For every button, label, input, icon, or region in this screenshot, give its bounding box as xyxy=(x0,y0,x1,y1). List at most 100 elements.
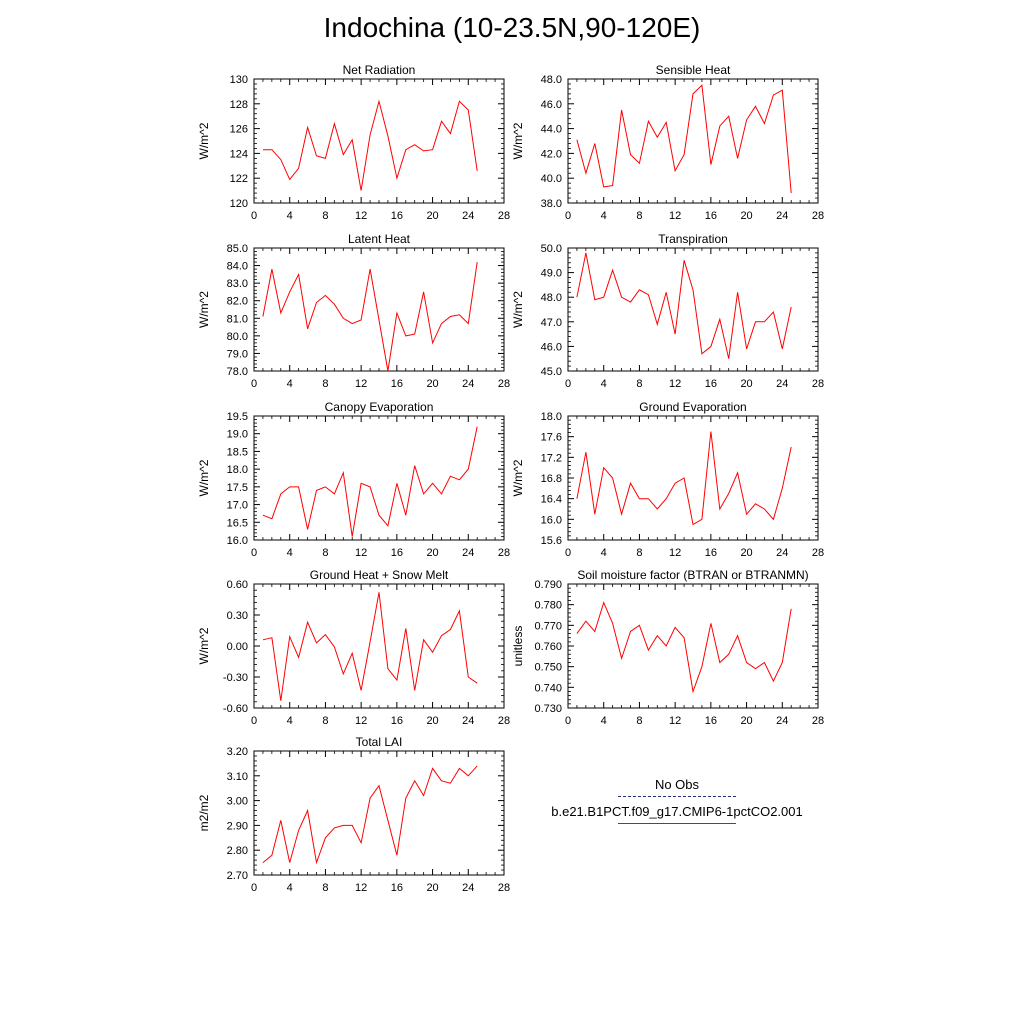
x-tick-label: 16 xyxy=(705,547,717,559)
y-tick-label: 79.0 xyxy=(227,348,248,360)
y-tick-label: 16.0 xyxy=(541,514,562,526)
y-axis-label: unitless xyxy=(511,626,525,667)
x-tick-label: 0 xyxy=(251,547,257,559)
x-tick-label: 12 xyxy=(355,210,367,222)
x-tick-label: 24 xyxy=(776,715,788,727)
panel-title: Transpiration xyxy=(658,232,728,246)
x-tick-label: 20 xyxy=(426,378,438,390)
y-tick-label: 19.5 xyxy=(227,411,248,423)
x-tick-label: 12 xyxy=(669,715,681,727)
x-tick-label: 16 xyxy=(391,547,403,559)
x-tick-label: 8 xyxy=(322,882,328,894)
x-tick-label: 20 xyxy=(740,715,752,727)
panel-title: Soil moisture factor (BTRAN or BTRANMN) xyxy=(577,568,808,582)
x-tick-label: 4 xyxy=(287,378,293,390)
y-axis-label: W/m^2 xyxy=(197,291,211,328)
x-tick-label: 24 xyxy=(776,547,788,559)
y-tick-label: 128 xyxy=(230,99,248,111)
x-tick-label: 8 xyxy=(322,715,328,727)
panel-title: Total LAI xyxy=(356,735,403,749)
series-line xyxy=(262,426,478,537)
x-tick-label: 28 xyxy=(498,210,510,222)
y-tick-label: 45.0 xyxy=(541,366,562,378)
y-tick-label: 78.0 xyxy=(227,366,248,378)
x-tick-label: 12 xyxy=(355,882,367,894)
x-tick-label: 0 xyxy=(251,210,257,222)
panel-title: Sensible Heat xyxy=(656,63,731,77)
y-tick-label: 83.0 xyxy=(227,278,248,290)
y-tick-label: 15.6 xyxy=(541,535,562,547)
x-tick-label: 28 xyxy=(812,547,824,559)
x-tick-label: 0 xyxy=(251,378,257,390)
x-tick-label: 16 xyxy=(391,210,403,222)
x-tick-label: 24 xyxy=(462,882,474,894)
panel-8: Soil moisture factor (BTRAN or BTRANMN) u… xyxy=(511,568,824,727)
panel-5: Canopy Evaporation W/m^2 0 4 8 12 16 20 24 28 16.0… xyxy=(197,400,510,559)
x-tick-label: 0 xyxy=(251,715,257,727)
plot-frame xyxy=(567,415,819,541)
x-tick-label: 4 xyxy=(287,882,293,894)
y-tick-label: 3.10 xyxy=(227,771,248,783)
y-tick-label: 19.0 xyxy=(227,429,248,441)
y-tick-label: 18.5 xyxy=(227,446,248,458)
x-tick-label: 12 xyxy=(669,547,681,559)
y-tick-label: 0.60 xyxy=(227,579,248,591)
y-tick-label: 46.0 xyxy=(541,99,562,111)
y-tick-label: 44.0 xyxy=(541,124,562,136)
x-tick-label: 4 xyxy=(287,715,293,727)
y-tick-label: 38.0 xyxy=(541,198,562,210)
y-tick-label: 47.0 xyxy=(541,317,562,329)
y-tick-label: 124 xyxy=(230,148,248,160)
y-tick-label: 120 xyxy=(230,198,248,210)
x-tick-label: 24 xyxy=(776,210,788,222)
legend: No Obs b.e21.B1PCT.f09_g17.CMIP6-1pctCO2… xyxy=(520,776,834,830)
x-tick-label: 16 xyxy=(705,378,717,390)
x-tick-label: 28 xyxy=(812,715,824,727)
y-tick-label: 49.0 xyxy=(541,268,562,280)
x-tick-label: 4 xyxy=(601,547,607,559)
series-line xyxy=(576,84,792,194)
y-tick-label: 16.8 xyxy=(541,473,562,485)
y-tick-label: 48.0 xyxy=(541,292,562,304)
x-tick-label: 8 xyxy=(322,547,328,559)
legend-model-line xyxy=(618,823,736,824)
x-tick-label: 0 xyxy=(565,210,571,222)
x-tick-label: 16 xyxy=(391,378,403,390)
y-tick-label: 16.4 xyxy=(541,494,562,506)
x-tick-label: 8 xyxy=(636,210,642,222)
x-tick-label: 12 xyxy=(669,378,681,390)
x-tick-label: 20 xyxy=(426,715,438,727)
x-tick-label: 20 xyxy=(740,210,752,222)
y-tick-label: 18.0 xyxy=(227,464,248,476)
x-tick-label: 28 xyxy=(498,882,510,894)
panel-title: Ground Heat + Snow Melt xyxy=(310,568,449,582)
y-tick-label: 3.20 xyxy=(227,746,248,758)
x-tick-label: 4 xyxy=(601,210,607,222)
y-tick-label: 0.00 xyxy=(227,641,248,653)
y-tick-label: 48.0 xyxy=(541,74,562,86)
y-tick-label: 3.00 xyxy=(227,796,248,808)
x-tick-label: 16 xyxy=(391,882,403,894)
y-tick-label: 16.0 xyxy=(227,535,248,547)
panel-title: Net Radiation xyxy=(343,63,416,77)
y-tick-label: 17.5 xyxy=(227,482,248,494)
y-tick-label: 40.0 xyxy=(541,173,562,185)
x-tick-label: 12 xyxy=(355,547,367,559)
plot-frame xyxy=(253,247,505,372)
y-tick-label: -0.60 xyxy=(223,703,248,715)
plot-frame xyxy=(253,583,505,709)
y-tick-label: 42.0 xyxy=(541,148,562,160)
y-tick-label: 17.2 xyxy=(541,452,562,464)
plot-frame xyxy=(567,247,819,372)
series-line xyxy=(576,431,792,526)
y-tick-label: 0.750 xyxy=(534,662,562,674)
x-tick-label: 8 xyxy=(636,547,642,559)
y-tick-label: 82.0 xyxy=(227,296,248,308)
x-tick-label: 20 xyxy=(740,547,752,559)
y-tick-label: 0.730 xyxy=(534,703,562,715)
y-tick-label: 84.0 xyxy=(227,261,248,273)
x-tick-label: 8 xyxy=(636,715,642,727)
y-tick-label: 17.6 xyxy=(541,432,562,444)
panel-4: Transpiration W/m^2 0 4 8 12 16 20 24 28 45.0 46.0 4… xyxy=(511,232,824,390)
x-tick-label: 8 xyxy=(322,210,328,222)
